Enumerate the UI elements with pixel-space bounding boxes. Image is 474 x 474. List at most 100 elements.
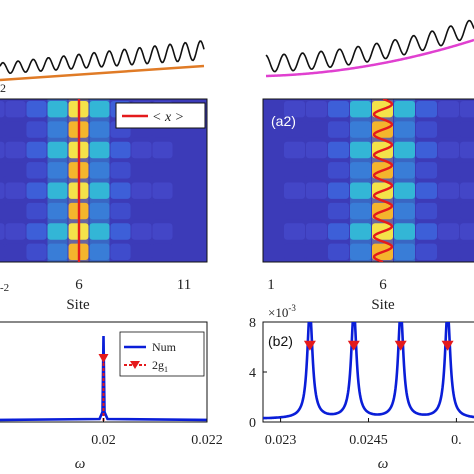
b2-x-tick-label: 0.0245 xyxy=(349,433,388,448)
heatmap-a1-cell xyxy=(110,141,131,159)
heatmap-a1-cell xyxy=(152,162,173,179)
heatmap-a2-cell xyxy=(394,121,415,138)
heatmap-a1-column xyxy=(47,99,68,262)
heatmap-a1-cell xyxy=(110,223,131,240)
heatmap-a2-cell xyxy=(460,121,474,138)
b2-exponent: ×10-3 xyxy=(268,303,296,320)
heatmap-a1-cell xyxy=(5,182,26,199)
heatmap-a2-cell xyxy=(328,162,349,179)
potential-left-group: 2 xyxy=(0,40,205,95)
heatmap-a2-cell xyxy=(460,162,474,179)
heatmap-a1-cell xyxy=(89,223,110,240)
heatmap-a2-cell xyxy=(328,182,349,199)
heatmap-a1-cell xyxy=(0,202,5,220)
heatmap-a2: (a2) xyxy=(262,98,474,263)
heatmap-a2-cell xyxy=(416,101,437,118)
heatmap-a1-cell xyxy=(26,223,47,240)
b2-num-line xyxy=(263,322,474,420)
site-tick-right-1: 1 xyxy=(267,277,275,293)
top-left-fragment: 2 xyxy=(0,81,6,95)
heatmap-a2-cell xyxy=(460,243,474,260)
legend-a1: < x > xyxy=(115,102,206,129)
heatmap-a2-cell xyxy=(394,202,415,220)
heatmap-a1-cell xyxy=(5,141,26,159)
heatmap-a2-cell xyxy=(306,101,327,118)
heatmap-a1-cell xyxy=(110,162,131,179)
site-tick-left-6: 6 xyxy=(75,277,83,293)
heatmap-a2-cell xyxy=(438,162,459,179)
heatmap-a2-cell xyxy=(284,162,305,179)
heatmap-a1-cell xyxy=(47,162,68,179)
heatmap-a1-cell xyxy=(131,223,152,240)
b2-2g-marker xyxy=(347,340,360,351)
b2-y-tick-label: 8 xyxy=(249,316,256,331)
heatmap-a2-cell xyxy=(284,121,305,138)
omega-label-right: ω xyxy=(378,456,389,472)
b1-2g-marker xyxy=(98,354,109,363)
heatmap-a2-frame xyxy=(262,98,474,263)
heatmap-a2-column xyxy=(350,99,371,262)
b1-x-tick-label: 0.02 xyxy=(91,433,116,448)
heatmap-a1-cell xyxy=(152,182,173,199)
heatmap-a2-cell xyxy=(328,121,349,138)
heatmap-a1-cell xyxy=(5,243,26,260)
legend-b1: Num 2g1 xyxy=(119,331,205,377)
site-axis: -2 6 11 Site 1 6 Site xyxy=(0,277,395,313)
heatmap-a1-cell xyxy=(110,182,131,199)
heatmap-a1-cell xyxy=(5,101,26,118)
b2-2g-marker xyxy=(303,340,316,351)
heatmap-a1-cell xyxy=(47,182,68,199)
heatmap-a1-cell xyxy=(110,243,131,260)
b2-y-tick-label: 0 xyxy=(249,416,256,431)
heatmap-a1-cell xyxy=(89,202,110,220)
heatmap-a1-cell xyxy=(5,162,26,179)
potential-left-curve xyxy=(0,40,205,75)
heatmap-a1-cell xyxy=(0,162,5,179)
heatmap-a1-cell xyxy=(89,162,110,179)
heatmap-a2-cell xyxy=(328,202,349,220)
heatmap-a1-cell xyxy=(89,101,110,118)
heatmap-a2-cell xyxy=(328,243,349,260)
heatmap-a1-cell xyxy=(131,243,152,260)
heatmap-a1-cell xyxy=(89,141,110,159)
b1-num-line xyxy=(0,335,207,422)
traj-a2 xyxy=(372,99,394,262)
potential-left-tilt xyxy=(0,64,205,82)
heatmap-a2-cell xyxy=(416,182,437,199)
heatmap-a2-cell xyxy=(394,141,415,159)
heatmap-a2-cell xyxy=(460,223,474,240)
heatmap-a1-cell xyxy=(0,243,5,260)
site-tick-right-6: 6 xyxy=(379,277,387,293)
heatmap-a2-cell xyxy=(416,141,437,159)
heatmap-a1-cell xyxy=(47,101,68,118)
heatmap-a2-cell xyxy=(350,162,371,179)
heatmap-a2-cell xyxy=(284,182,305,199)
heatmap-a1-cell xyxy=(0,141,5,159)
left-exponent-fragment: -2 xyxy=(0,282,9,294)
heatmap-a1-cell xyxy=(131,141,152,159)
potential-right-group xyxy=(265,19,474,78)
heatmap-a2-cell xyxy=(394,243,415,260)
heatmap-a1-cell xyxy=(47,121,68,138)
heatmap-a2-cell xyxy=(416,223,437,240)
heatmap-a2-cell xyxy=(306,223,327,240)
heatmap-a2-cell xyxy=(460,202,474,220)
heatmap-a2-cell xyxy=(438,141,459,159)
site-label-right: Site xyxy=(371,297,395,313)
heatmap-a2-cell xyxy=(438,101,459,118)
heatmap-a1-cell xyxy=(26,121,47,138)
heatmap-a2-cell xyxy=(306,202,327,220)
heatmap-a1-cell xyxy=(89,182,110,199)
heatmap-a1-cell xyxy=(26,243,47,260)
heatmap-a1-cell xyxy=(0,182,5,199)
heatmap-a2-cell xyxy=(416,202,437,220)
heatmap-a1-cell xyxy=(152,202,173,220)
panel-label-b2: (b2) xyxy=(268,333,293,349)
b2-x-tick-label: 0.023 xyxy=(265,433,297,448)
site-label-left: Site xyxy=(66,297,90,313)
heatmap-a2-cell xyxy=(306,162,327,179)
omega-label-left: ω xyxy=(75,456,86,472)
legend-a1-entry: < x > xyxy=(152,110,184,125)
heatmap-a1-cell xyxy=(26,162,47,179)
